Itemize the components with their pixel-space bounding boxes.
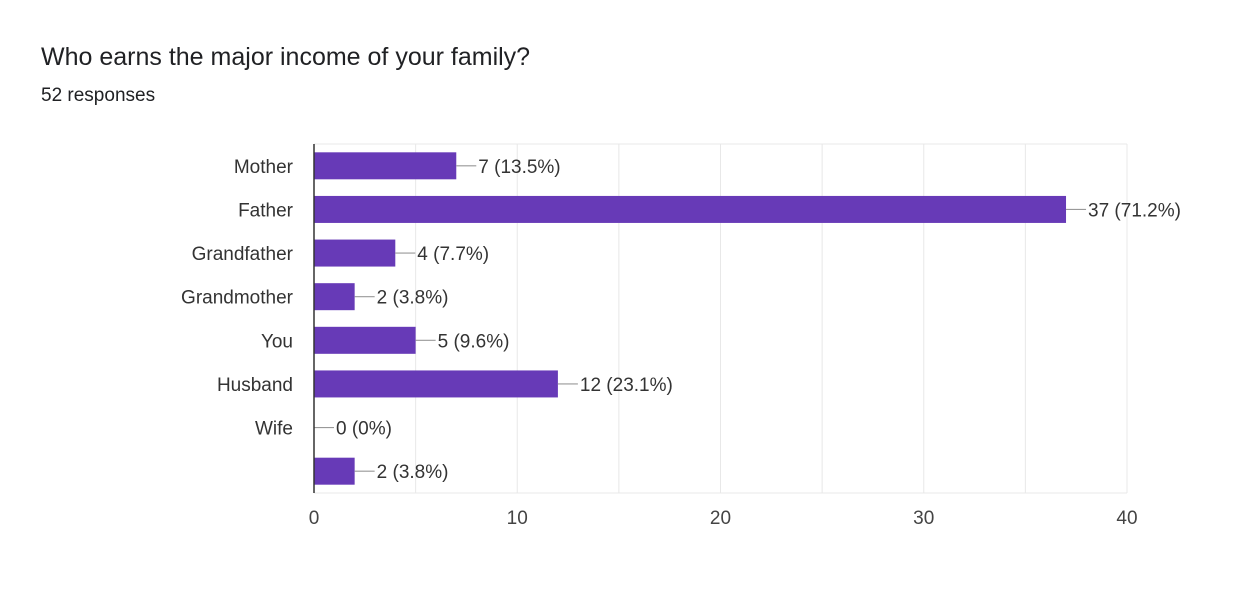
response-count: 52 responses xyxy=(41,85,156,106)
bar-father xyxy=(314,195,1067,223)
bar-mother xyxy=(314,152,457,180)
data-label: 2 (3.8%) xyxy=(377,288,449,309)
x-tick-label: 20 xyxy=(710,508,731,529)
category-label: You xyxy=(261,331,293,352)
grid-lines xyxy=(314,143,1128,494)
data-label: 7 (13.5%) xyxy=(478,157,560,178)
category-label: Husband xyxy=(217,375,293,396)
x-axis-ticks: 0 10 20 30 40 xyxy=(309,508,1138,529)
x-tick-label: 30 xyxy=(913,508,934,529)
category-label: Wife xyxy=(255,419,293,440)
bar-unlabeled xyxy=(314,457,355,485)
data-label: 4 (7.7%) xyxy=(417,244,489,265)
chart-title: Who earns the major income of your famil… xyxy=(41,43,531,71)
x-tick-label: 40 xyxy=(1116,508,1137,529)
data-label: 2 (3.8%) xyxy=(377,462,449,483)
bar-husband xyxy=(314,370,558,398)
category-labels: Mother Father Grandfather Grandmother You Hus… xyxy=(181,157,294,440)
x-tick-label: 0 xyxy=(309,508,320,529)
category-label: Father xyxy=(238,200,294,221)
data-label: 12 (23.1%) xyxy=(580,375,673,396)
bar-grandfather xyxy=(314,239,396,267)
data-label: 37 (71.2%) xyxy=(1088,200,1181,221)
category-label: Mother xyxy=(234,157,294,178)
category-label: Grandfather xyxy=(192,244,294,265)
bar-grandmother xyxy=(314,283,355,311)
category-label: Grandmother xyxy=(181,288,294,309)
x-tick-label: 10 xyxy=(507,508,528,529)
bar-you xyxy=(314,326,416,354)
bars xyxy=(314,152,1067,485)
data-label: 5 (9.6%) xyxy=(438,331,510,352)
data-labels: 7 (13.5%) 37 (71.2%) 4 (7.7%) 2 (3.8%) 5 (9.… xyxy=(314,157,1181,483)
data-label: 0 (0%) xyxy=(336,419,392,440)
